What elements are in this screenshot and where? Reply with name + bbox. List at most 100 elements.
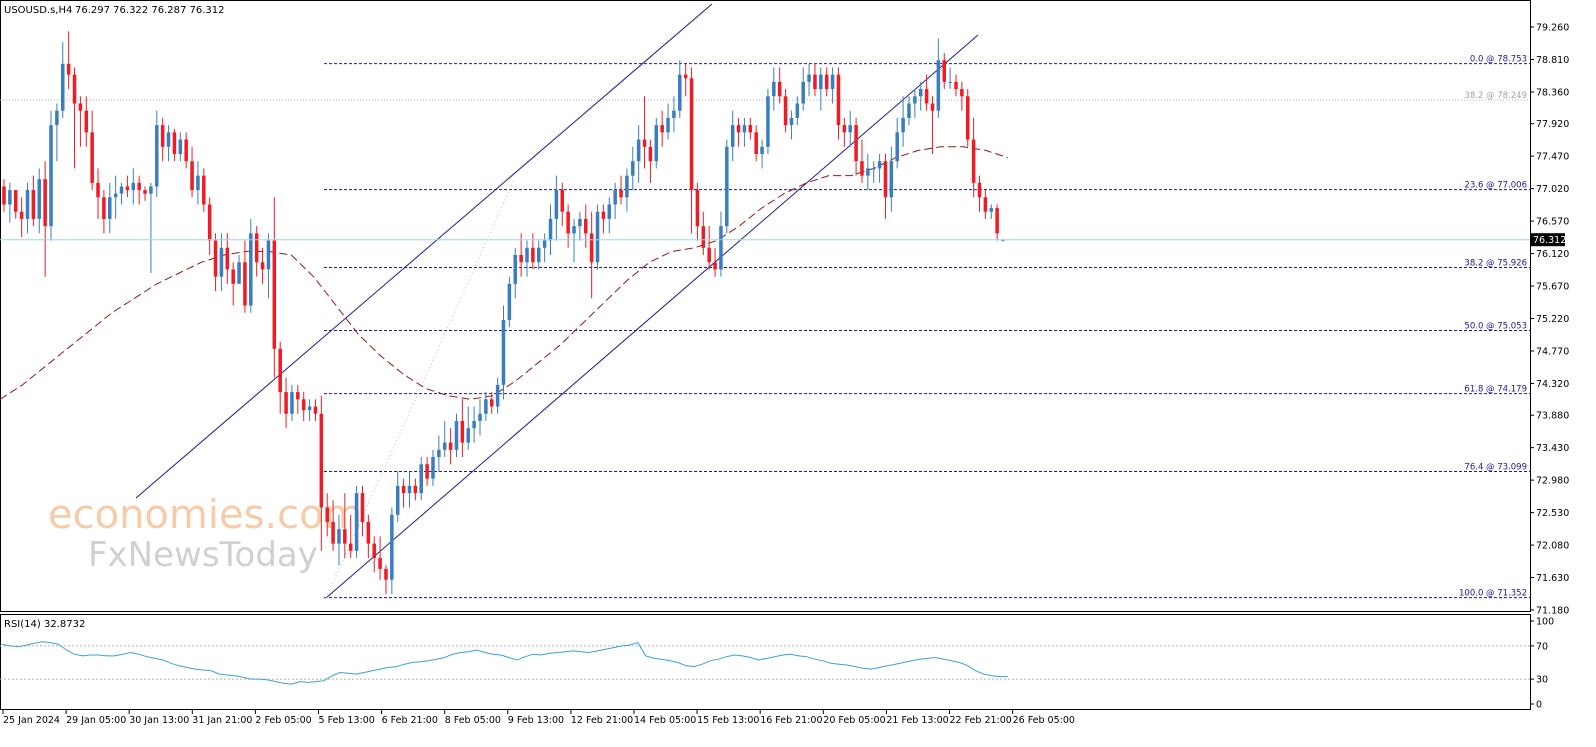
candle-body [625, 175, 629, 198]
candlestick [254, 226, 259, 277]
candlestick [542, 233, 547, 263]
candle-body [619, 190, 623, 198]
candle-body [871, 168, 876, 170]
candle-body [460, 420, 465, 443]
candle-body [848, 125, 852, 133]
candle-body [901, 117, 905, 133]
candle-body [560, 190, 565, 212]
watermark-economies: economies.com [48, 492, 363, 538]
candle-body [689, 78, 694, 191]
candle-body [983, 197, 988, 212]
main-plot-area[interactable] [0, 0, 1531, 612]
time-tick-label: 22 Feb 21:00 [950, 715, 1012, 726]
candle-body [525, 247, 529, 263]
candlestick [672, 96, 676, 133]
candle-body [37, 179, 42, 219]
candlestick [772, 67, 776, 111]
time-tick-label: 16 Feb 21:00 [760, 715, 822, 726]
candle-body [813, 74, 817, 90]
candlestick [437, 435, 441, 472]
candle-body [84, 110, 89, 133]
candlestick [472, 406, 476, 443]
candlestick [795, 96, 800, 126]
candlestick [789, 110, 794, 140]
candle-body [930, 103, 935, 111]
candle-body [43, 179, 47, 227]
candle-body [108, 197, 112, 219]
price-tick-label: 78.360 [1536, 87, 1569, 98]
candle-body [343, 529, 347, 544]
rsi-plot-area[interactable] [0, 614, 1531, 710]
candle-body [948, 81, 952, 83]
candle-body [196, 175, 200, 191]
candlestick [213, 233, 218, 292]
candlestick [730, 110, 735, 162]
candlestick [842, 117, 847, 147]
candlestick [348, 514, 353, 559]
candle-body [395, 485, 400, 515]
candle-body [877, 161, 882, 169]
candle-body [507, 283, 512, 320]
candlestick [824, 67, 829, 97]
candlestick [55, 103, 59, 162]
candlestick [331, 500, 335, 551]
candle-body [90, 132, 94, 183]
candlestick [37, 168, 42, 234]
candlestick [96, 168, 100, 219]
candle-body [742, 125, 747, 133]
candlestick [190, 146, 194, 198]
candle-body [883, 161, 888, 198]
candlestick [307, 399, 312, 421]
candle-body [554, 190, 559, 219]
time-tick-label: 20 Feb 05:00 [823, 715, 885, 726]
candlestick [760, 139, 764, 169]
time-tick-label: 25 Jan 2024 [3, 715, 60, 726]
time-tick-label: 26 Feb 05:00 [1013, 715, 1075, 726]
candlestick [395, 471, 400, 522]
candle-body [472, 420, 476, 429]
candlestick [636, 125, 641, 183]
candle-body [766, 96, 770, 147]
candlestick [207, 197, 212, 256]
fib-level-label: 76.4 @ 73.099 [1464, 463, 1527, 473]
candle-body [437, 449, 441, 458]
candlestick [601, 204, 606, 234]
candlestick [49, 110, 53, 241]
candle-body [678, 74, 682, 111]
candle-body [701, 226, 706, 248]
candle-body [631, 161, 635, 176]
candle-body [807, 74, 811, 82]
candle-body [783, 96, 788, 126]
price-tick-label: 72.080 [1536, 541, 1569, 552]
candlestick [924, 74, 929, 111]
candlestick [754, 125, 758, 162]
candle-body [448, 442, 453, 450]
candlesticks [2, 31, 1005, 595]
price-tick-label: 72.530 [1536, 508, 1569, 519]
candle-body [484, 399, 488, 414]
candle-body [913, 96, 917, 104]
price-tick-label: 78.810 [1536, 55, 1569, 66]
candlestick [354, 485, 359, 559]
current-price-box [1531, 233, 1565, 247]
candlestick [343, 493, 347, 559]
time-tick-label: 6 Feb 21:00 [382, 715, 438, 726]
candle-body [366, 521, 371, 544]
current-price-label: 76.312 [1533, 235, 1566, 246]
watermark-fxnewstoday: FxNewsToday [88, 535, 318, 575]
candle-body [489, 399, 494, 407]
candle-body [149, 186, 153, 194]
candlestick [160, 117, 165, 162]
candlestick [478, 399, 482, 436]
price-tick-label: 77.920 [1536, 119, 1569, 130]
candlestick [237, 255, 241, 284]
candle-body [202, 175, 206, 205]
price-tick-label: 71.630 [1536, 573, 1569, 584]
candlestick [807, 63, 811, 97]
price-tick-label: 71.180 [1536, 606, 1569, 617]
candlestick [13, 190, 18, 219]
candlestick [266, 233, 271, 299]
rsi-label: RSI(14) 32.8732 [4, 619, 85, 630]
